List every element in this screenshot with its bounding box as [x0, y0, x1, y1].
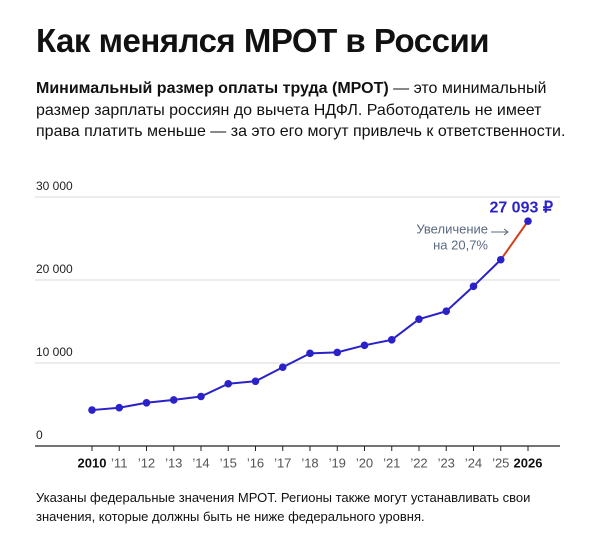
annotation: Увеличение: [416, 221, 488, 236]
x-tick-label: ’11: [111, 455, 127, 470]
value-label: 27 093 ₽: [489, 199, 553, 216]
line: [91, 259, 502, 412]
y-tick-label: 20 000: [36, 262, 73, 276]
subtitle-text: — это минимальный размер зарплаты россия…: [36, 80, 566, 140]
point: [496, 255, 505, 264]
point: [387, 336, 396, 344]
x-tick-label: ’12: [138, 455, 155, 470]
x-tick-label: 2026: [514, 455, 543, 470]
point: [142, 398, 151, 407]
point: [442, 307, 451, 315]
subtitle-bold: Минимальный размер оплаты труда (МРОТ): [36, 80, 389, 97]
x-tick-label: ’18: [301, 455, 318, 470]
x-tick-label: ’23: [438, 455, 455, 470]
point: [360, 341, 369, 350]
x-tick-label: ’19: [329, 455, 346, 470]
point: [278, 363, 287, 372]
x-tick-label: ’25: [492, 455, 509, 470]
x-tick-label: ’13: [165, 455, 182, 470]
chart-title: Как менялся МРОТ в России: [36, 22, 490, 59]
point: [197, 392, 205, 401]
x-tick-label: ’17: [274, 455, 291, 470]
point: [524, 217, 532, 225]
y-tick-label: 30 000: [36, 179, 73, 193]
x-tick-label: ’14: [192, 455, 209, 470]
x-tick-label: ’21: [383, 455, 400, 470]
subtitle: Минимальный размер оплаты труда (МРОТ) —…: [36, 78, 566, 143]
line-highlight: [499, 220, 529, 261]
y-tick-label: 10 000: [36, 345, 73, 359]
annotation: на 20,7%: [433, 237, 488, 252]
x-tick-label: ’20: [356, 455, 373, 470]
point: [333, 348, 342, 357]
point: [415, 315, 423, 323]
point: [224, 379, 233, 388]
x-tick-label: ’16: [247, 455, 264, 470]
point: [115, 403, 124, 412]
arrow-head: [503, 228, 509, 236]
point: [469, 282, 478, 291]
point: [251, 377, 260, 386]
point: [306, 349, 314, 358]
x-tick-label: 2010: [78, 455, 107, 470]
footnote: Указаны федеральные значения МРОТ. Регио…: [36, 490, 531, 524]
point: [169, 396, 178, 404]
y-tick-label: 0: [36, 428, 43, 442]
x-tick-label: ’15: [220, 455, 237, 470]
x-tick-label: ’24: [465, 455, 482, 470]
x-tick-label: ’22: [410, 455, 427, 470]
point: [88, 406, 96, 414]
